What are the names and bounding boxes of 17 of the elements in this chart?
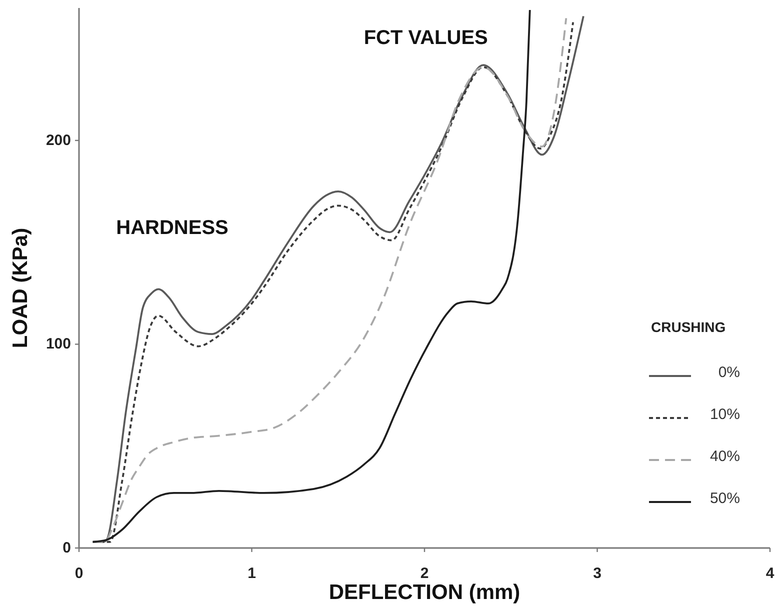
x-tick-label: 3 (593, 565, 602, 582)
y-tick-label: 200 (46, 132, 71, 149)
x-tick-label: 1 (248, 565, 256, 582)
y-tick-label: 0 (62, 540, 71, 556)
x-tick-label: 4 (766, 565, 775, 582)
x-tick-label: 0 (74, 565, 84, 582)
annotation: FCT VALUES (364, 27, 488, 50)
legend-label: 40% (710, 448, 740, 464)
y-axis-title: LOAD (KPa) (9, 228, 32, 348)
legend-label: 50% (710, 490, 740, 506)
x-tick-label: 2 (420, 565, 429, 582)
y-tick-label: 100 (46, 336, 71, 353)
legend-label: 10% (710, 406, 740, 422)
annotation: HARDNESS (116, 216, 228, 239)
legend-label: 0% (718, 364, 740, 380)
x-axis-title: DEFLECTION (mm) (328, 581, 520, 604)
legend-title: CRUSHING (651, 319, 726, 335)
